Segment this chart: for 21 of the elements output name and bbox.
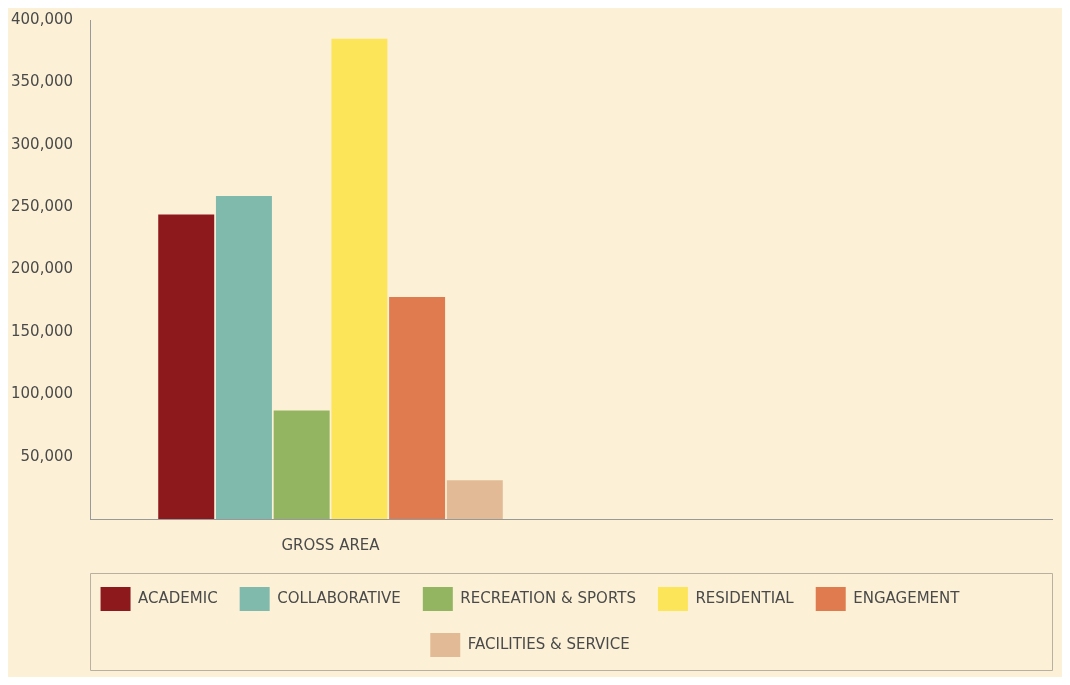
y-tick-label: 50,000	[20, 446, 74, 465]
bar	[389, 296, 446, 519]
y-tick-label: 250,000	[11, 197, 74, 216]
legend-label: ACADEMIC	[138, 588, 218, 607]
y-tick-label: 350,000	[11, 72, 74, 91]
legend-label: RESIDENTIAL	[695, 588, 795, 607]
y-tick-label: 400,000	[11, 9, 74, 28]
legend-label: COLLABORATIVE	[277, 588, 401, 607]
bar	[446, 480, 503, 519]
bar	[273, 410, 330, 519]
y-tick-label: 100,000	[11, 384, 74, 403]
bar	[215, 195, 272, 519]
legend-label: FACILITIES & SERVICE	[467, 634, 630, 653]
y-tick-label: 300,000	[11, 134, 74, 153]
legend-label: RECREATION & SPORTS	[460, 588, 636, 607]
bar	[331, 38, 388, 519]
legend-label: ENGAGEMENT	[853, 588, 961, 607]
bar	[158, 214, 215, 519]
y-tick-label: 150,000	[11, 321, 74, 340]
y-tick-label: 200,000	[11, 259, 74, 278]
x-tick-label: GROSS AREA	[281, 535, 381, 554]
